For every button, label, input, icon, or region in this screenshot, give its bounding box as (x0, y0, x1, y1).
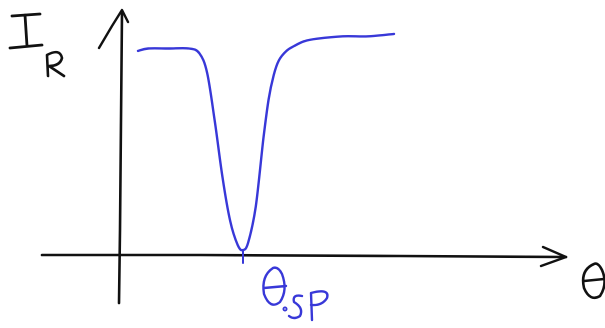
y-axis (117, 10, 124, 305)
data-point (137, 50, 139, 52)
y-label-R-glyph (45, 50, 66, 78)
annotation-S-glyph (287, 294, 304, 320)
x-label-theta-glyph (581, 262, 605, 300)
data-point (316, 37, 319, 40)
annotation-dot (282, 306, 288, 312)
data-point (303, 40, 306, 42)
data-point (167, 47, 170, 50)
data-point (247, 242, 249, 244)
annotation-theta-glyph (262, 266, 288, 306)
data-point (367, 35, 370, 38)
x-axis (40, 253, 568, 259)
data-point (147, 47, 149, 50)
data-point (272, 74, 275, 76)
series-line-0 (136, 32, 396, 252)
y-label-I-glyph (8, 12, 44, 50)
data-point (342, 35, 344, 38)
data-point (206, 72, 208, 74)
axes (40, 8, 568, 305)
series-layer (136, 32, 396, 264)
data-point (267, 98, 270, 101)
data-point (188, 47, 190, 50)
data-point (393, 33, 395, 35)
data-point (255, 205, 257, 208)
data-point (214, 120, 216, 123)
data-point (237, 244, 239, 247)
data-point (229, 220, 231, 222)
y-axis-label: I R (8, 12, 66, 78)
data-point (221, 176, 224, 178)
annotation-P-glyph (309, 290, 329, 322)
y-axis-arrow-head (97, 8, 130, 50)
data-point (198, 52, 201, 55)
data-point (278, 59, 280, 62)
annotation-theta-sp: θ SP (262, 266, 329, 322)
x-axis-label: θ (581, 262, 605, 300)
x-axis-arrow-head (539, 245, 568, 268)
data-point (262, 137, 265, 140)
data-point (293, 45, 296, 47)
data-point (285, 50, 288, 52)
